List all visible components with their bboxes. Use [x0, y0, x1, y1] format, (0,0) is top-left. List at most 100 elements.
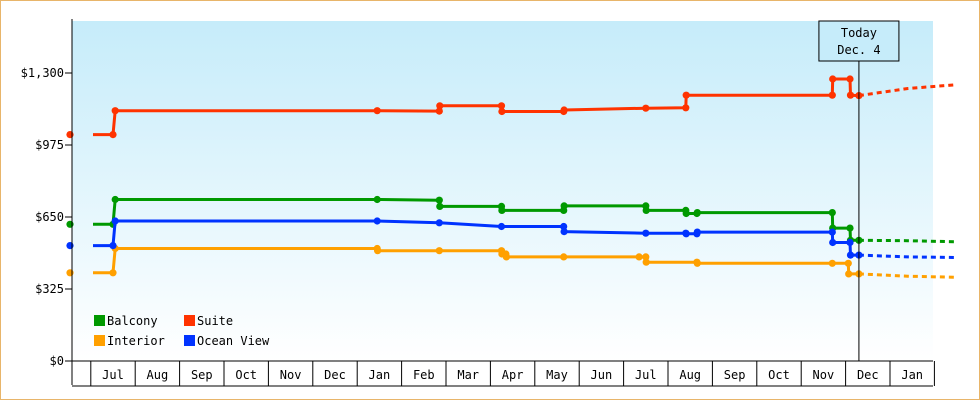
data-point [435, 247, 443, 255]
x-month-label: Jan [901, 368, 923, 382]
data-point [642, 104, 650, 112]
x-month-label: Dec [857, 368, 879, 382]
data-point [66, 242, 74, 250]
series-forecast-1 [858, 272, 957, 279]
data-point [560, 106, 568, 114]
data-point [435, 219, 443, 227]
data-point [846, 251, 855, 259]
today-label: Today [841, 26, 877, 40]
x-month-label: Feb [413, 368, 435, 382]
x-month-label: Sep [191, 368, 213, 382]
x-month-label: Jun [591, 368, 613, 382]
x-month-label: Dec [324, 368, 346, 382]
data-point [373, 107, 381, 115]
data-point [642, 253, 650, 261]
legend-label: Ocean View [197, 334, 270, 348]
x-month-label: Aug [679, 368, 701, 382]
data-point [828, 91, 836, 99]
today-box [818, 20, 900, 62]
data-point [642, 206, 650, 214]
y-tick-label: $325 [35, 282, 64, 296]
data-point [374, 247, 382, 255]
y-tick-label: $1,300 [21, 66, 64, 80]
data-point [828, 259, 836, 267]
x-month-label: Sep [724, 368, 746, 382]
series-layer [66, 75, 957, 279]
data-point [436, 202, 444, 210]
x-month-label: Jan [369, 368, 391, 382]
x-month-label: Nov [280, 368, 302, 382]
data-point [560, 228, 568, 236]
data-point [560, 202, 568, 210]
data-point [498, 206, 506, 214]
data-point [682, 230, 690, 238]
y-tick-label: $650 [35, 210, 64, 224]
data-point [560, 253, 568, 261]
plot-background [72, 21, 933, 361]
x-month-label: Aug [147, 368, 169, 382]
legend-label: Balcony [107, 314, 158, 328]
data-point [373, 195, 381, 204]
x-month-label: Apr [502, 368, 524, 382]
data-point [498, 107, 506, 116]
today-date: Dec. 4 [837, 43, 880, 57]
data-point [111, 195, 119, 204]
data-point [682, 209, 690, 218]
data-point [828, 228, 836, 236]
data-point [111, 107, 119, 115]
data-point [109, 269, 117, 277]
data-point [693, 209, 701, 217]
today-marker: Today Dec. 4 [818, 20, 900, 361]
data-point [846, 238, 854, 247]
data-point [642, 229, 650, 237]
data-point [435, 107, 443, 115]
x-month-label: Oct [235, 368, 257, 382]
data-point [373, 217, 381, 225]
x-month-label: Oct [768, 368, 790, 382]
y-tick-label: $975 [35, 138, 64, 152]
data-point [109, 131, 117, 139]
data-point [635, 253, 643, 261]
x-month-label: Jul [102, 368, 124, 382]
series-forecast-3 [858, 253, 957, 259]
data-point [497, 102, 506, 110]
data-point [682, 104, 690, 112]
data-point [66, 220, 74, 228]
axes-layer: $0 $325 $650 $975 $1,300 Jul Aug Sep Oct Nov Dec Ja… [21, 19, 935, 387]
data-point [846, 75, 854, 83]
data-point [693, 228, 701, 236]
data-point [682, 91, 690, 99]
legend-swatch [94, 315, 105, 326]
data-point [436, 102, 444, 110]
x-month-label: Nov [813, 368, 835, 382]
data-point [846, 224, 854, 232]
data-point [845, 270, 853, 278]
data-point [844, 259, 852, 267]
data-point [111, 217, 119, 225]
data-point [829, 75, 837, 83]
data-point [846, 91, 855, 99]
data-point [497, 222, 506, 231]
series-forecast-2 [858, 83, 957, 98]
x-month-label: May [546, 368, 568, 382]
data-point [642, 258, 650, 266]
y-tick-label: $0 [50, 354, 64, 368]
x-month-label: Mar [457, 368, 479, 382]
data-point [66, 131, 74, 139]
data-point [693, 259, 701, 267]
data-point [109, 242, 117, 250]
legend-swatch [184, 315, 195, 326]
legend-swatch [184, 335, 195, 346]
data-point [502, 253, 510, 261]
legend-label: Interior [107, 334, 165, 348]
x-month-label: Jul [635, 368, 657, 382]
legend: Balcony Suite Interior Ocean View [94, 314, 270, 348]
data-point [828, 209, 836, 217]
data-point [435, 196, 443, 204]
legend-swatch [94, 335, 105, 346]
data-point [829, 238, 837, 247]
series-forecast-0 [858, 238, 957, 244]
legend-label: Suite [197, 314, 233, 328]
